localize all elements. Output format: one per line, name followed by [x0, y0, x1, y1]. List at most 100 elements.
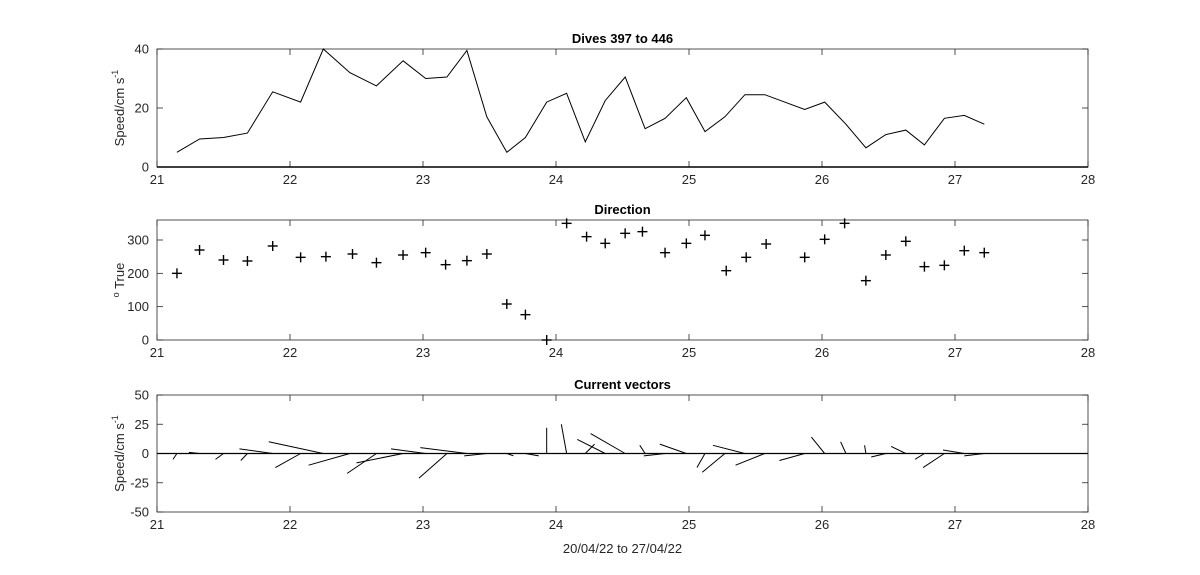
x-tick-label: 27	[948, 517, 962, 532]
current-vector	[590, 433, 626, 454]
current-vector	[659, 443, 687, 454]
y-axis-label-text: Speed/cm s	[112, 423, 127, 492]
speed-panel: 21 22 23 24 25 26 27 28 0 20 40 Dives 397 to 446 Spe…	[110, 31, 1095, 187]
direction-point	[620, 228, 631, 239]
axes-box	[156, 219, 1089, 341]
panel-title: Direction	[594, 202, 650, 217]
y-tick-label: 50	[135, 388, 149, 403]
x-tick-label: 22	[283, 517, 297, 532]
direction-point	[939, 260, 950, 271]
direction-point	[461, 255, 472, 266]
y-axis-label: o True	[111, 263, 127, 298]
x-tick-label: 27	[948, 345, 962, 360]
y-axis-label: Speed/cm s-1	[110, 415, 127, 492]
y-tick-label: 20	[135, 101, 149, 116]
current-vector	[418, 453, 448, 479]
current-vector	[779, 453, 805, 462]
current-vector	[810, 436, 826, 454]
x-tick-label: 21	[150, 345, 164, 360]
direction-point	[501, 299, 512, 309]
x-tick-label: 23	[416, 345, 430, 360]
current-vector	[922, 453, 945, 468]
y-tick-label: 0	[142, 160, 149, 175]
current-vector	[914, 453, 925, 460]
direction-point	[839, 218, 850, 229]
direction-point	[194, 245, 205, 255]
panel-title: Dives 397 to 446	[572, 31, 673, 46]
current-vector	[172, 453, 178, 460]
y-tick-label: 0	[142, 446, 149, 461]
y-tick-label: -50	[130, 505, 149, 520]
direction-point	[660, 247, 671, 258]
direction-point	[541, 335, 552, 345]
current-vector	[346, 453, 377, 474]
x-tick-label: 25	[682, 345, 696, 360]
x-tick-label: 26	[815, 172, 829, 187]
current-vector	[864, 445, 867, 454]
x-tick-label: 25	[682, 172, 696, 187]
x-tick-label: 28	[1081, 517, 1095, 532]
direction-point	[919, 261, 930, 272]
y-axis-label-text: Speed/cm s	[112, 77, 127, 146]
y-tick-label: 40	[135, 42, 149, 57]
x-tick-label: 24	[549, 517, 563, 532]
x-tick-label: 24	[549, 172, 563, 187]
direction-point	[741, 252, 752, 263]
current-vector	[701, 453, 726, 473]
current-vector	[240, 453, 248, 461]
x-tick-label: 21	[150, 172, 164, 187]
direction-point	[799, 252, 810, 263]
direction-point	[481, 249, 492, 259]
x-tick-label: 28	[1081, 345, 1095, 360]
direction-point	[242, 256, 253, 266]
y-axis-label: Speed/cm s-1	[110, 70, 127, 147]
current-vector	[391, 448, 426, 454]
speed-series-line	[176, 48, 985, 154]
direction-point	[699, 230, 710, 241]
direction-point	[520, 309, 531, 320]
direction-point	[681, 238, 692, 249]
current-vector	[215, 453, 224, 460]
direction-point	[637, 226, 648, 237]
current-vector	[268, 441, 324, 454]
y-tick-label: 300	[127, 233, 149, 248]
x-tick-label: 23	[416, 517, 430, 532]
current-vector	[560, 424, 568, 454]
x-tick-label: 23	[416, 172, 430, 187]
x-tick-label: 22	[283, 172, 297, 187]
direction-point	[171, 268, 182, 279]
direction-point	[218, 255, 229, 265]
x-tick-label: 26	[815, 345, 829, 360]
x-tick-label: 25	[682, 517, 696, 532]
x-tick-label: 27	[948, 172, 962, 187]
direction-panel: 21 22 23 24 25 26 27 28 0 100 200 300 Direction o Tru…	[111, 202, 1095, 360]
direction-point	[371, 257, 382, 268]
current-vector	[506, 453, 514, 457]
direction-point	[959, 245, 970, 256]
y-axis-label-superscript: -1	[110, 415, 120, 423]
x-tick-label: 21	[150, 517, 164, 532]
current-vector	[577, 439, 606, 454]
direction-point	[860, 275, 871, 286]
x-tick-label: 24	[549, 345, 563, 360]
current-vector	[525, 453, 539, 457]
direction-point	[420, 247, 431, 258]
direction-point	[581, 231, 592, 242]
current-vector	[275, 453, 301, 468]
y-tick-label: 0	[142, 333, 149, 348]
x-tick-label: 22	[283, 345, 297, 360]
direction-point	[721, 265, 732, 276]
current-vector	[639, 445, 646, 454]
x-tick-label: 28	[1081, 172, 1095, 187]
direction-point	[761, 239, 772, 249]
y-tick-label: 200	[127, 266, 149, 281]
direction-point	[347, 249, 358, 259]
y-tick-label: 25	[135, 417, 149, 432]
current-vector	[239, 448, 273, 454]
current-vector	[464, 453, 487, 457]
current-vector	[735, 453, 765, 466]
current-vector	[584, 443, 595, 454]
current-vector	[420, 447, 467, 454]
